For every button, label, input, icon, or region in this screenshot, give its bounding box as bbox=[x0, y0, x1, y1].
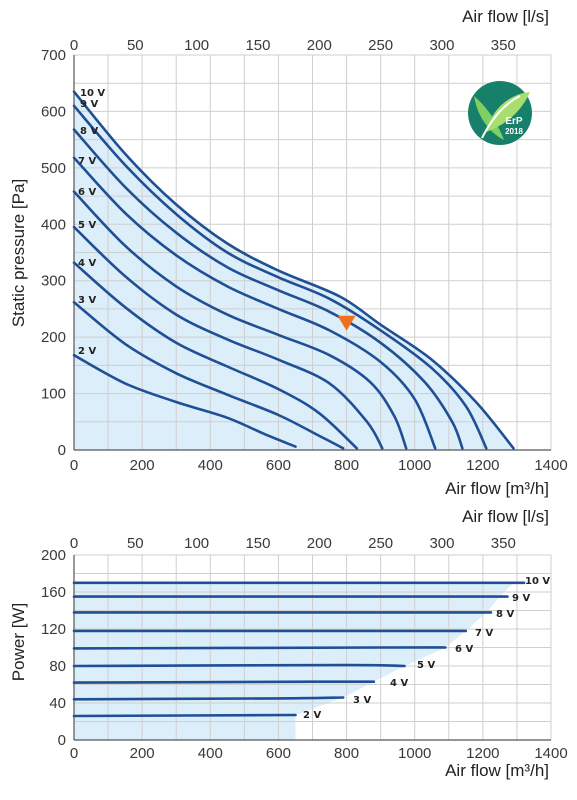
pressure-x2-tick-label: 0 bbox=[70, 37, 78, 54]
pressure-x2-tick-label: 250 bbox=[368, 37, 393, 54]
pressure-y-tick-label: 0 bbox=[58, 442, 66, 459]
pressure-y-tick-label: 400 bbox=[41, 216, 66, 233]
pressure-series-4v bbox=[72, 261, 359, 450]
power-x-tick-label: 200 bbox=[130, 745, 155, 762]
power-x-tick-label: 1400 bbox=[534, 745, 567, 762]
power-x-tick-label: 1200 bbox=[466, 745, 499, 762]
erp-2018-badge bbox=[468, 81, 532, 145]
power-y-tick-label: 120 bbox=[41, 621, 66, 638]
pressure-y-tick-label: 500 bbox=[41, 160, 66, 177]
pressure-voltage-label: 4 V bbox=[78, 258, 96, 269]
pressure-x-tick-label: 800 bbox=[334, 457, 359, 474]
power-x2-tick-label: 100 bbox=[184, 535, 209, 552]
pressure-x2-tick-label: 350 bbox=[491, 37, 516, 54]
power-y-axis-title: Power [W] bbox=[9, 603, 28, 681]
pressure-x-tick-label: 200 bbox=[130, 457, 155, 474]
power-x2-tick-label: 200 bbox=[307, 535, 332, 552]
power-voltage-label: 8 V bbox=[496, 609, 514, 620]
power-x2-tick-label: 50 bbox=[127, 535, 144, 552]
pressure-series-8v bbox=[72, 128, 464, 450]
pressure-x-tick-label: 600 bbox=[266, 457, 291, 474]
power-series-3v bbox=[72, 696, 345, 701]
power-x2-tick-label: 300 bbox=[429, 535, 454, 552]
power-x2-tick-label: 0 bbox=[70, 535, 78, 552]
erp-badge-text: ErP bbox=[505, 116, 523, 127]
pressure-voltage-label: 2 V bbox=[78, 346, 96, 357]
power-x2-tick-label: 350 bbox=[491, 535, 516, 552]
power-voltage-label: 7 V bbox=[475, 628, 493, 639]
pressure-chart bbox=[72, 54, 552, 451]
power-operating-area bbox=[74, 582, 514, 740]
pressure-series-7v bbox=[72, 156, 437, 450]
pressure-x2-tick-label: 100 bbox=[184, 37, 209, 54]
pressure-y-tick-label: 200 bbox=[41, 329, 66, 346]
erp-badge-year: 2018 bbox=[505, 127, 523, 136]
power-series-5v bbox=[72, 663, 406, 668]
pressure-series-10v bbox=[72, 90, 515, 450]
power-x-tick-label: 800 bbox=[334, 745, 359, 762]
power-series-2v bbox=[72, 713, 297, 718]
power-y-tick-label: 80 bbox=[49, 658, 66, 675]
power-y-tick-label: 200 bbox=[41, 547, 66, 564]
leaf-icon bbox=[486, 92, 530, 132]
pressure-x2-axis-title: Air flow [l/s] bbox=[462, 7, 549, 26]
power-x2-tick-label: 150 bbox=[245, 535, 270, 552]
power-x-tick-label: 1000 bbox=[398, 745, 431, 762]
power-y-tick-label: 40 bbox=[49, 695, 66, 712]
power-x2-tick-label: 250 bbox=[368, 535, 393, 552]
pressure-voltage-label: 7 V bbox=[78, 156, 96, 167]
leaf-icon bbox=[474, 96, 504, 140]
power-x-tick-label: 0 bbox=[70, 745, 78, 762]
pressure-voltage-label: 6 V bbox=[78, 187, 96, 198]
power-chart bbox=[72, 554, 552, 741]
operating-point-marker bbox=[337, 315, 356, 331]
pressure-voltage-label: 8 V bbox=[80, 126, 98, 137]
power-voltage-label: 3 V bbox=[353, 695, 371, 706]
pressure-series-9v bbox=[72, 104, 488, 450]
pressure-series-3v bbox=[72, 300, 345, 450]
power-voltage-label: 2 V bbox=[303, 710, 321, 721]
pressure-voltage-label: 9 V bbox=[80, 99, 98, 110]
power-x-tick-label: 400 bbox=[198, 745, 223, 762]
pressure-x2-tick-label: 200 bbox=[307, 37, 332, 54]
pressure-x-tick-label: 1000 bbox=[398, 457, 431, 474]
pressure-y-tick-label: 100 bbox=[41, 386, 66, 403]
pressure-series-5v bbox=[72, 225, 384, 450]
pressure-series-6v bbox=[72, 190, 408, 450]
power-y-tick-label: 160 bbox=[41, 584, 66, 601]
power-y-tick-label: 0 bbox=[58, 732, 66, 749]
pressure-y-tick-label: 600 bbox=[41, 103, 66, 120]
pressure-x-tick-label: 0 bbox=[70, 457, 78, 474]
power-x-axis-title: Air flow [m³/h] bbox=[445, 761, 549, 780]
pressure-x-tick-label: 1200 bbox=[466, 457, 499, 474]
power-series-4v bbox=[72, 680, 376, 684]
power-voltage-label: 4 V bbox=[390, 678, 408, 689]
pressure-x2-tick-label: 50 bbox=[127, 37, 144, 54]
pressure-x-tick-label: 1400 bbox=[534, 457, 567, 474]
pressure-x2-tick-label: 150 bbox=[245, 37, 270, 54]
pressure-x2-tick-label: 300 bbox=[429, 37, 454, 54]
power-voltage-label: 10 V bbox=[525, 576, 550, 587]
pressure-voltage-label: 10 V bbox=[80, 88, 105, 99]
pressure-x-axis-title: Air flow [m³/h] bbox=[445, 479, 549, 498]
pressure-voltage-label: 3 V bbox=[78, 295, 96, 306]
pressure-y-tick-label: 700 bbox=[41, 47, 66, 64]
power-x2-axis-title: Air flow [l/s] bbox=[462, 507, 549, 526]
leaf-stem-icon bbox=[481, 95, 521, 139]
pressure-voltage-label: 5 V bbox=[78, 220, 96, 231]
power-series-6v bbox=[72, 646, 447, 650]
power-voltage-label: 5 V bbox=[417, 660, 435, 671]
pressure-series-2v bbox=[72, 353, 297, 448]
power-voltage-label: 6 V bbox=[455, 644, 473, 655]
power-x-tick-label: 600 bbox=[266, 745, 291, 762]
pressure-x-tick-label: 400 bbox=[198, 457, 223, 474]
pressure-y-axis-title: Static pressure [Pa] bbox=[9, 179, 28, 327]
power-voltage-label: 9 V bbox=[512, 593, 530, 604]
pressure-y-tick-label: 300 bbox=[41, 273, 66, 290]
